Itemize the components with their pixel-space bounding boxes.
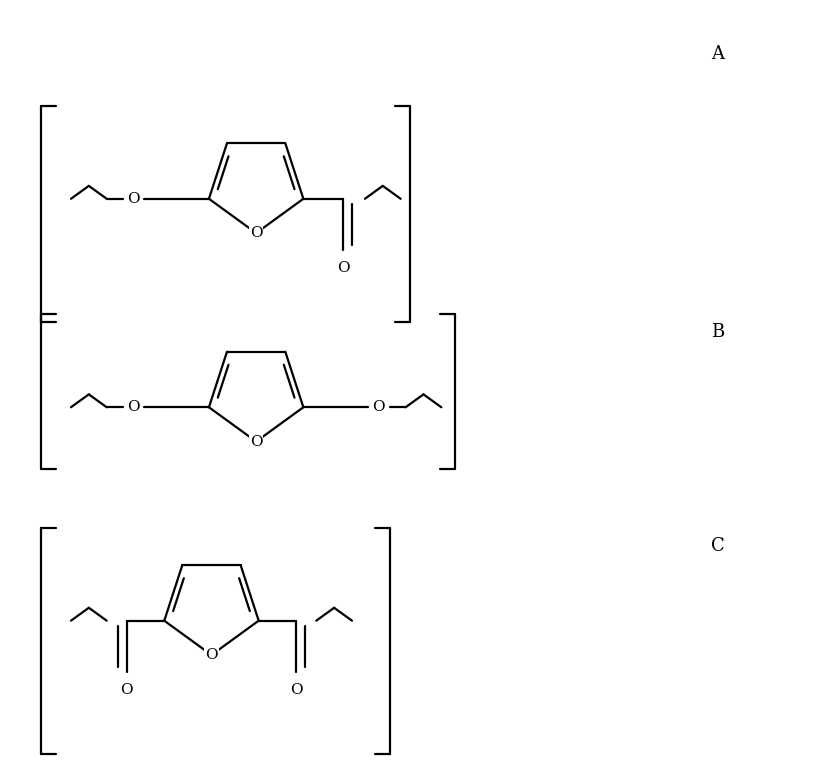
Text: B: B	[711, 323, 724, 341]
Text: A: A	[711, 46, 724, 63]
Text: O: O	[290, 684, 303, 697]
Text: O: O	[250, 226, 262, 240]
Text: O: O	[127, 192, 139, 206]
Text: O: O	[127, 400, 139, 415]
Text: O: O	[373, 400, 385, 415]
Text: O: O	[337, 261, 349, 275]
Text: O: O	[120, 684, 133, 697]
Text: C: C	[711, 536, 724, 555]
Text: O: O	[205, 648, 218, 662]
Text: O: O	[250, 434, 262, 449]
